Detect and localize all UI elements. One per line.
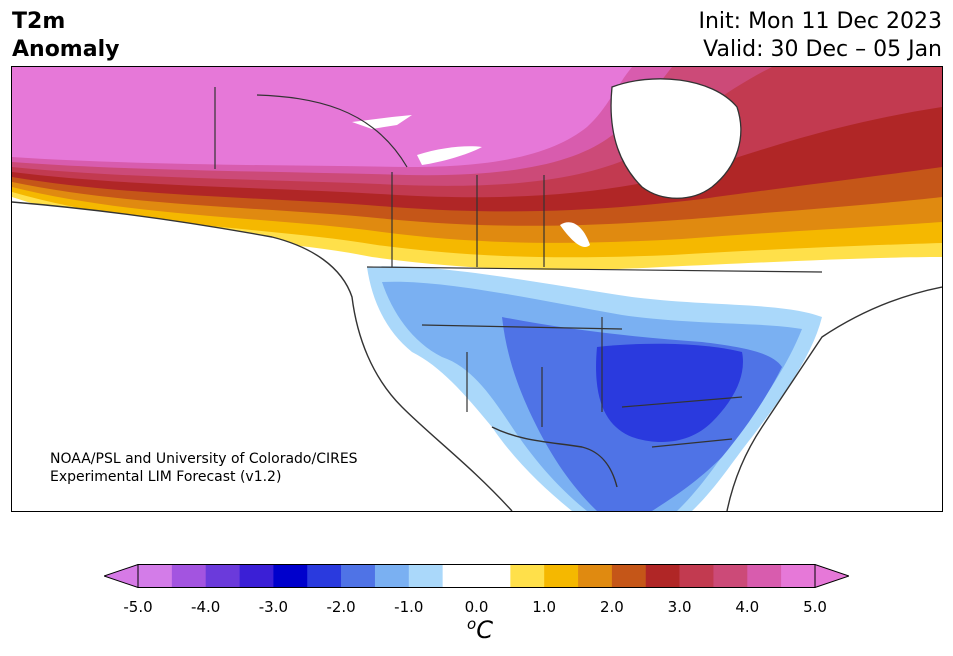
credit-line-1: NOAA/PSL and University of Colorado/CIRE…	[50, 451, 358, 467]
colorbar-tick: -2.0	[326, 598, 356, 616]
colorbar-cell	[205, 564, 240, 588]
colorbar-cell	[239, 564, 274, 588]
political-borders	[214, 87, 823, 448]
great-bear-lake	[352, 115, 412, 129]
colorbar-tick: 2.0	[599, 598, 624, 616]
colorbar	[104, 564, 849, 588]
variable-qualifier: Anomaly	[12, 37, 120, 62]
colorbar-cell	[679, 564, 714, 588]
colorbar-cell	[544, 564, 579, 588]
colorbar-cell	[747, 564, 782, 588]
coastlines	[12, 201, 942, 511]
hudson-bay	[610, 78, 742, 199]
colorbar-tick: 5.0	[803, 598, 827, 616]
colorbar-cell	[374, 564, 410, 588]
colorbar-cell	[578, 564, 613, 588]
colorbar-under-arrow	[104, 564, 139, 588]
valid-period: Valid: 30 Dec – 05 Jan	[703, 37, 942, 62]
forecast-dates: Init: Mon 11 Dec 2023 Valid: 30 Dec – 05…	[699, 8, 943, 64]
colorbar-cell	[341, 564, 376, 588]
colorbar-cell	[408, 564, 443, 588]
colorbar-cell	[713, 564, 748, 588]
colorbar-tick: -1.0	[394, 598, 424, 616]
unit-degree: o	[467, 615, 477, 633]
colorbar-tick: -5.0	[123, 598, 153, 616]
cold-band-4	[596, 343, 743, 442]
credit-text: NOAA/PSL and University of Colorado/CIRE…	[50, 451, 358, 485]
colorbar-over-arrow	[814, 564, 849, 588]
great-slave-lake	[417, 146, 482, 165]
colorbar-cell	[510, 564, 545, 588]
colorbar-cell	[307, 564, 342, 588]
colorbar-cell	[171, 564, 206, 588]
unit-celsius: C	[476, 616, 493, 644]
anomaly-map: NOAA/PSL and University of Colorado/CIRE…	[11, 66, 943, 512]
colorbar-tick: 1.0	[532, 598, 557, 616]
colorbar-cell	[442, 564, 477, 588]
warm-band-pink	[12, 67, 632, 167]
colorbar-cell	[476, 564, 511, 588]
colorbar-cell	[273, 564, 308, 588]
colorbar-tick: 3.0	[667, 598, 692, 616]
colorbar-frame	[137, 564, 816, 588]
init-date: Init: Mon 11 Dec 2023	[698, 9, 943, 34]
lake-winnipeg	[560, 222, 590, 247]
colorbar-tick: 0.0	[464, 598, 489, 616]
colorbar-cell	[611, 564, 647, 588]
colorbar-cell	[645, 564, 680, 588]
colorbar-tick: 4.0	[735, 598, 760, 616]
credit-line-2: Experimental LIM Forecast (v1.2)	[50, 469, 281, 485]
colorbar-tick: -3.0	[258, 598, 289, 616]
colorbar-cell	[138, 564, 173, 588]
atlantic-ocean	[727, 287, 942, 511]
pacific-ocean	[12, 202, 512, 511]
variable-name: T2m	[12, 9, 66, 34]
colorbar-tick: -4.0	[191, 598, 221, 616]
map-title: T2m Anomaly	[12, 8, 119, 64]
map-canvas: NOAA/PSL and University of Colorado/CIRE…	[12, 67, 942, 511]
colorbar-cell	[781, 564, 816, 588]
colorbar-unit: oC	[440, 615, 520, 644]
